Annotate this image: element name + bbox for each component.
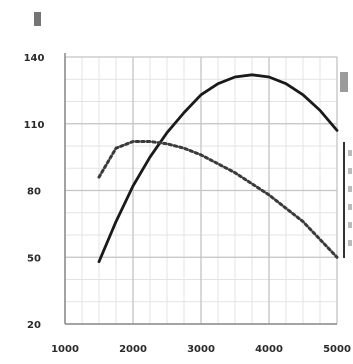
- grid: [64, 56, 338, 325]
- y-tick-label: 110: [24, 120, 45, 131]
- y-tick-label: 140: [24, 53, 45, 64]
- cropped-tick-right: [348, 204, 352, 210]
- x-tick-label: 1000: [51, 344, 79, 355]
- x-tick-label: 5000: [323, 344, 351, 355]
- x-tick-labels: 1000 2000 3000 4000 5000: [51, 344, 351, 355]
- y-tick-labels: 20 50 80 110 140: [24, 53, 45, 331]
- axes: [64, 53, 337, 325]
- cropped-tick-right: [348, 222, 352, 228]
- cropped-mark-right: [340, 72, 348, 92]
- cropped-decoration: [34, 12, 352, 258]
- x-tick-label: 2000: [119, 344, 147, 355]
- y-tick-label: 80: [27, 187, 41, 198]
- x-tick-label: 4000: [255, 344, 283, 355]
- y-tick-label: 20: [27, 320, 41, 331]
- cropped-tick-right: [348, 168, 352, 174]
- cropped-tick-right: [348, 150, 352, 156]
- x-tick-label: 3000: [187, 344, 215, 355]
- series-group: [97, 73, 339, 264]
- cropped-tick-right: [348, 186, 352, 192]
- cropped-mark-top-left: [34, 12, 41, 26]
- y-tick-label: 50: [27, 253, 41, 264]
- cropped-tick-right: [348, 240, 352, 246]
